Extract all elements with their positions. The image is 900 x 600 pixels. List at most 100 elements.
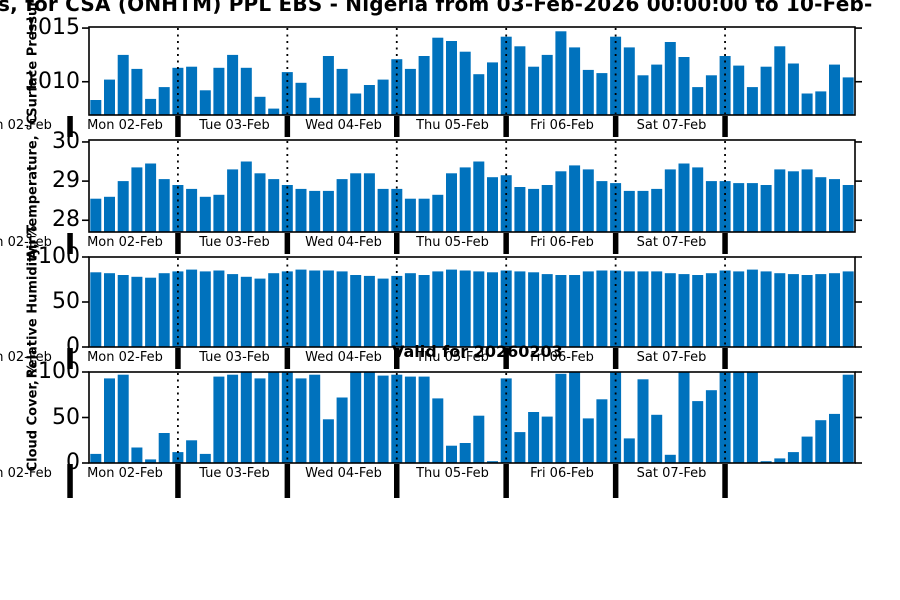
bar [213, 67, 225, 115]
bar [104, 273, 115, 347]
bar [322, 419, 334, 463]
day-boundary-tick [175, 464, 181, 498]
bar [145, 98, 157, 115]
bar [295, 378, 307, 463]
bar [569, 165, 581, 232]
day-boundary-tick [612, 348, 619, 369]
bar [842, 374, 854, 463]
bar [268, 273, 280, 347]
bar [719, 56, 731, 115]
bar [117, 374, 129, 463]
bar [528, 66, 540, 115]
day-label: Wed 04-Feb [305, 350, 382, 365]
bar [651, 188, 663, 232]
bar [705, 390, 717, 463]
bar [459, 443, 471, 463]
bar [117, 54, 129, 115]
bar [446, 445, 457, 463]
bar [487, 62, 498, 115]
bar [623, 438, 635, 463]
bar [254, 278, 266, 347]
bar [787, 63, 799, 115]
day-label: Fri 06-Feb [530, 235, 594, 250]
bar [623, 190, 635, 232]
bar [569, 275, 581, 347]
day-boundary-tick [612, 464, 619, 498]
bar [309, 270, 321, 347]
bar [418, 56, 430, 115]
bar [90, 453, 102, 463]
day-boundary-tick [175, 116, 181, 137]
bar [842, 185, 854, 232]
bar [555, 275, 567, 347]
bar [363, 275, 375, 347]
bar [746, 87, 758, 115]
bar [610, 270, 622, 347]
bar [528, 412, 540, 463]
bar [637, 379, 649, 463]
bar [774, 169, 786, 232]
bar [487, 177, 498, 232]
day-label-clipped: Mon 02-Feb [0, 235, 52, 250]
bar [569, 372, 581, 463]
bar [459, 167, 471, 232]
bar [664, 169, 676, 232]
bar [774, 273, 786, 347]
bar [172, 67, 184, 115]
bar [227, 54, 239, 115]
axes-box [88, 139, 856, 233]
bar [719, 372, 731, 463]
bar [541, 185, 553, 232]
day-label: Thu 05-Feb [416, 466, 489, 481]
day-boundary-tick [503, 348, 509, 369]
bar [186, 188, 198, 232]
bar [733, 183, 745, 232]
bar [199, 90, 211, 115]
valid-for-annotation: Valid for 20260203 [392, 342, 563, 361]
bar [158, 179, 170, 232]
bar [240, 372, 252, 463]
bar [774, 458, 786, 463]
bar [281, 271, 293, 347]
day-label: Thu 05-Feb [416, 235, 489, 250]
bar [569, 47, 581, 115]
bar [623, 271, 635, 347]
bar [487, 272, 498, 347]
bar [240, 161, 252, 232]
bar [746, 269, 758, 347]
bar [459, 51, 471, 115]
bar [651, 64, 663, 115]
bar [733, 65, 745, 115]
day-boundary-tick [67, 116, 73, 137]
day-label-clipped: Mon 02-Feb [0, 466, 52, 481]
day-boundary-tick [612, 116, 619, 137]
bar [254, 378, 266, 463]
bar [377, 188, 389, 232]
bar [733, 271, 745, 347]
day-boundary-tick [284, 116, 291, 137]
day-label: Fri 06-Feb [530, 350, 594, 365]
day-boundary-tick [722, 116, 728, 137]
bar [692, 401, 704, 463]
bar [322, 190, 334, 232]
bar [309, 190, 321, 232]
bar [500, 378, 512, 463]
y-tick-label: 29 [52, 168, 80, 194]
bar [186, 440, 198, 464]
bar [363, 372, 375, 463]
day-label: Fri 06-Feb [530, 466, 594, 481]
bar [651, 414, 663, 463]
bar [596, 73, 608, 115]
bar [377, 79, 389, 115]
bar [131, 447, 143, 463]
bar [158, 273, 170, 347]
bar [514, 432, 526, 463]
day-label: Tue 03-Feb [199, 235, 270, 250]
bar [596, 270, 608, 347]
day-label: Thu 05-Feb [416, 118, 489, 133]
bar [309, 97, 321, 115]
day-boundary-tick [722, 233, 728, 254]
bar [678, 274, 690, 347]
bar [514, 271, 526, 347]
